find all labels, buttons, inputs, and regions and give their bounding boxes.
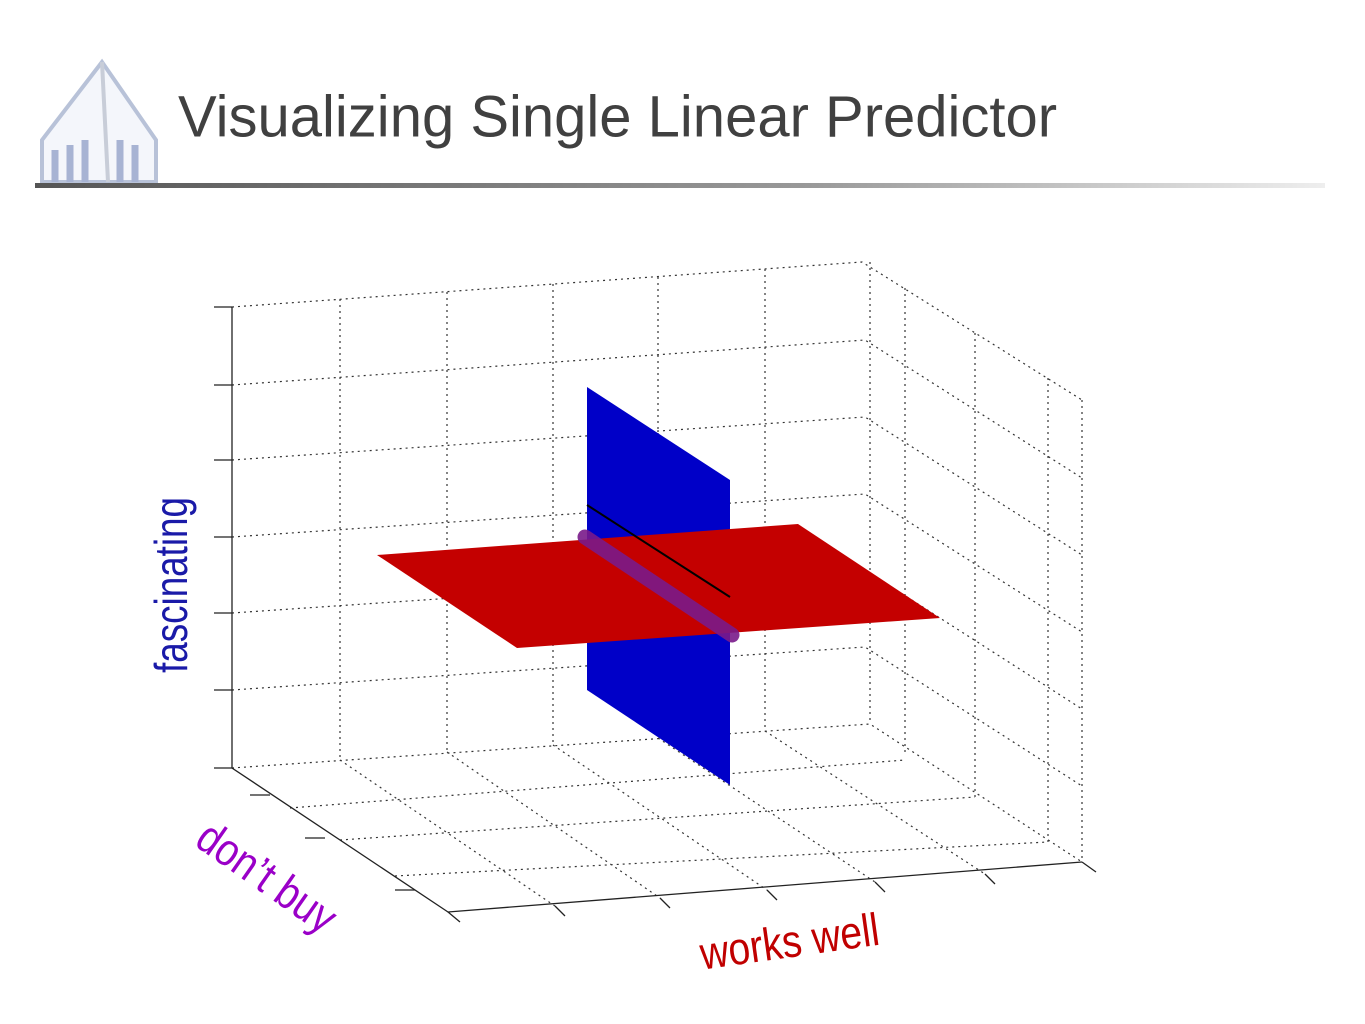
title: Visualizing Single Linear Predictor [178,84,1057,149]
title-rule [35,183,1325,188]
x-axis-label: works well [696,904,883,980]
logo [40,58,158,184]
axes-grid [214,261,1097,923]
z-axis-label: fascinating [145,497,197,673]
predictor-line [577,529,740,643]
intersection-line [586,504,731,598]
y-axis-label: don’t buy [187,811,347,945]
